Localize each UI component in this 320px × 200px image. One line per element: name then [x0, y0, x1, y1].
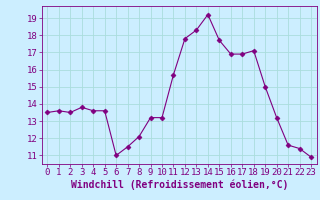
X-axis label: Windchill (Refroidissement éolien,°C): Windchill (Refroidissement éolien,°C) — [70, 180, 288, 190]
